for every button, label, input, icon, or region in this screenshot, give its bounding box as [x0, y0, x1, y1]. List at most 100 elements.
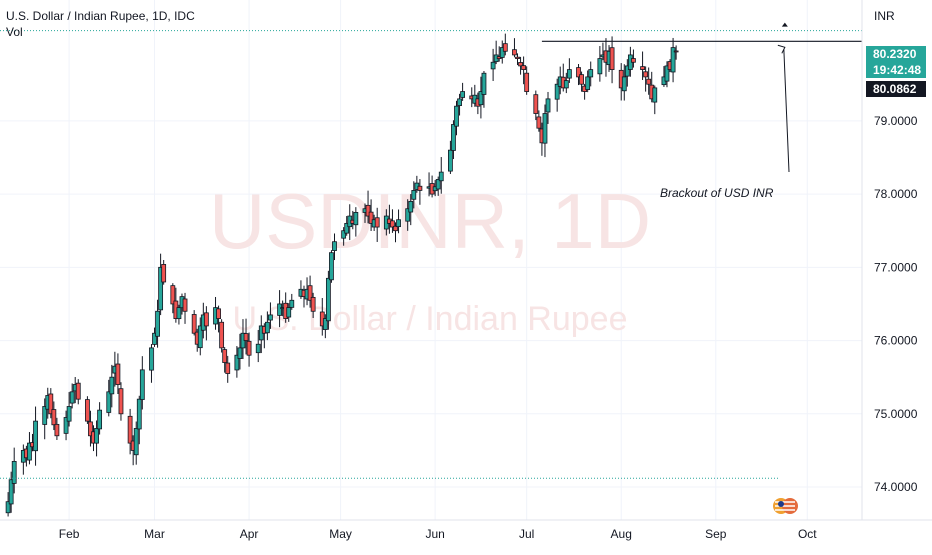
x-tick-label: Mar: [144, 527, 165, 541]
candle: [536, 110, 542, 132]
candle: [264, 311, 270, 341]
candle: [329, 250, 334, 283]
candle: [646, 67, 652, 95]
candle: [374, 207, 380, 242]
candle: [502, 33, 508, 56]
candle: [75, 379, 81, 405]
candle: [621, 64, 627, 101]
candle: [643, 66, 649, 92]
candle: [225, 355, 231, 383]
candle: [460, 82, 466, 101]
candle: [478, 76, 484, 119]
candle: [27, 432, 32, 465]
candle: [133, 421, 139, 465]
x-tick-label: May: [329, 527, 352, 541]
candle: [66, 392, 72, 427]
candle: [203, 306, 209, 341]
candle: [69, 383, 75, 409]
candle: [435, 176, 441, 196]
candle: [234, 346, 240, 378]
candle: [322, 314, 328, 339]
y-tick-label: 79.0000: [874, 114, 918, 128]
x-tick-label: Jun: [425, 527, 444, 541]
candle: [191, 310, 197, 336]
candle: [289, 293, 295, 310]
y-tick-label: 78.0000: [874, 187, 918, 201]
candle: [139, 356, 145, 410]
resistance-price-tag: 80.0862: [866, 81, 926, 97]
candle: [545, 91, 551, 124]
candle: [255, 329, 261, 363]
candle: [585, 70, 591, 93]
y-tick-label: 77.0000: [874, 260, 918, 274]
y-tick-label: 76.0000: [874, 334, 918, 348]
x-tick-label: Apr: [240, 527, 259, 541]
annotation-arrow[interactable]: [783, 49, 790, 173]
candle: [411, 181, 417, 209]
symbol-title[interactable]: U.S. Dollar / Indian Rupee, 1D, IDC: [6, 9, 195, 23]
candle: [155, 299, 160, 348]
candle: [176, 304, 182, 325]
candle: [161, 259, 167, 285]
candle: [277, 290, 282, 328]
candle: [222, 347, 228, 373]
candle: [499, 40, 505, 64]
candle: [115, 353, 121, 395]
flag-icon[interactable]: [773, 498, 798, 514]
y-tick-label: 75.0000: [874, 407, 918, 421]
candle: [307, 275, 313, 308]
candle: [149, 344, 154, 383]
x-tick-label: Aug: [611, 527, 632, 541]
candle: [48, 388, 54, 419]
candle: [94, 420, 99, 457]
candle: [597, 46, 603, 82]
y-tick-label: 74.0000: [874, 480, 918, 494]
candle: [310, 292, 316, 319]
candle: [664, 61, 670, 88]
candle: [566, 58, 572, 83]
candle: [325, 270, 331, 330]
candle: [237, 333, 243, 370]
x-tick-label: Jul: [519, 527, 534, 541]
x-tick-label: Oct: [798, 527, 817, 541]
candle: [127, 408, 133, 455]
x-tick-label: Feb: [59, 527, 80, 541]
candle: [670, 37, 676, 83]
candle: [5, 492, 11, 517]
candle: [515, 53, 520, 66]
candle: [542, 104, 548, 158]
candle: [393, 222, 398, 243]
candle: [85, 396, 90, 424]
candle: [106, 379, 112, 417]
candle: [88, 410, 93, 447]
candle: [454, 100, 459, 136]
candle: [8, 471, 14, 513]
candle: [408, 194, 414, 226]
candle: [219, 319, 225, 353]
candle: [344, 216, 350, 236]
candle: [673, 45, 679, 60]
candle: [533, 90, 539, 121]
candle: [170, 283, 176, 314]
candle: [396, 209, 401, 234]
candle: [481, 71, 487, 108]
candle: [451, 120, 456, 160]
candle: [42, 398, 48, 440]
candle: [588, 61, 594, 87]
candle: [457, 93, 462, 116]
candle: [521, 56, 527, 85]
candle: [332, 233, 337, 261]
volume-label[interactable]: Vol: [6, 25, 23, 39]
candle: [624, 59, 630, 87]
candle: [136, 395, 142, 445]
candle: [268, 302, 273, 329]
candle: [365, 190, 371, 224]
candle: [640, 51, 645, 80]
watermark-name: U.S. Dollar / Indian Rupee: [233, 300, 628, 338]
candle: [243, 318, 249, 355]
annotation-text: Brackout of USD INR: [660, 186, 774, 200]
candle: [554, 78, 560, 112]
arrow-head-icon: [777, 44, 786, 54]
